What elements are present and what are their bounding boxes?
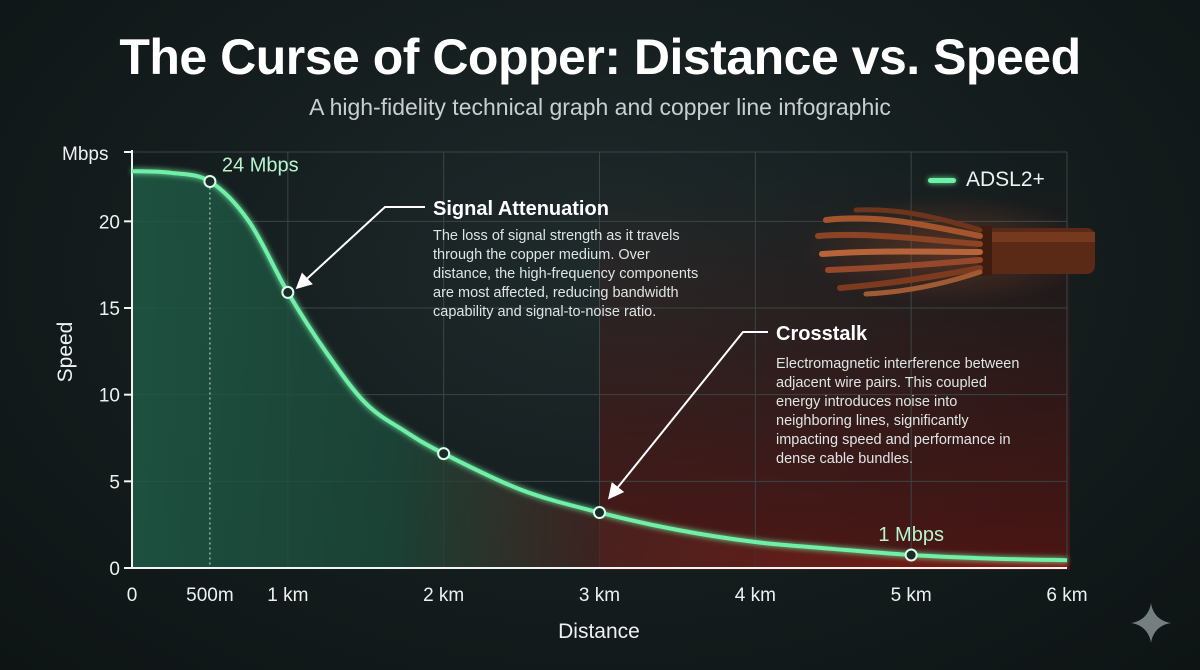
annotation-arrow-attenuation <box>295 206 425 290</box>
annotation-body-crosstalk-line-5: impacting speed and performance in <box>776 432 1011 448</box>
page-subtitle: A high-fidelity technical graph and copp… <box>309 94 891 120</box>
y-tick-labels: 0 5 10 15 20 <box>99 212 120 580</box>
copper-cable-illustration <box>800 195 1100 305</box>
annotation-body-crosstalk-line-1: Electromagnetic interference between <box>776 356 1019 372</box>
grid-lines <box>132 151 1068 568</box>
curve-marker <box>904 548 918 562</box>
y-tick-label: 10 <box>99 386 120 407</box>
legend-swatch-adsl <box>928 177 956 183</box>
annotation-body-attenuation-line-2: through the copper medium. Over <box>433 247 650 263</box>
axes <box>124 150 1067 569</box>
x-tick-label: 5 km <box>891 585 932 606</box>
y-tick-label: 20 <box>99 212 120 233</box>
curve-marker <box>437 447 451 461</box>
curve-marker <box>203 174 217 188</box>
annotation-body-attenuation-line-1: The loss of signal strength as it travel… <box>433 228 680 244</box>
annotation-body-crosstalk-line-6: dense cable bundles. <box>776 451 913 467</box>
page-title: The Curse of Copper: Distance vs. Speed <box>119 29 1081 85</box>
chart-legend: ADSL2+ <box>928 168 1045 192</box>
annotation-body-attenuation-line-5: capability and signal-to-noise ratio. <box>433 304 656 320</box>
x-tick-label: 500m <box>186 585 234 606</box>
sparkle-icon <box>1131 603 1171 643</box>
annotation-title-crosstalk: Crosstalk <box>776 323 868 345</box>
speed-area-fill <box>132 171 1067 569</box>
annotation-body-attenuation-line-4: are most affected, reducing bandwidth <box>433 285 679 301</box>
curve-marker <box>593 506 606 520</box>
x-tick-label: 1 km <box>267 585 308 606</box>
annotation-body-crosstalk-line-4: neighboring lines, significantly <box>776 413 969 429</box>
data-label-1-mbps: 1 Mbps <box>878 524 944 546</box>
y-tick-label: 5 <box>109 472 120 493</box>
annotation-body-crosstalk-line-2: adjacent wire pairs. This coupled <box>776 375 987 391</box>
x-tick-label: 4 km <box>735 585 776 606</box>
data-label-24-mbps: 24 Mbps <box>222 154 299 176</box>
curve-marker <box>281 285 295 299</box>
x-tick-label: 0 <box>127 585 138 606</box>
curve-markers <box>203 174 918 562</box>
annotation-arrow-crosstalk <box>607 331 768 500</box>
legend-label-adsl: ADSL2+ <box>966 168 1045 191</box>
annotation-title-attenuation: Signal Attenuation <box>433 198 609 220</box>
y-tick-label: 15 <box>99 299 120 320</box>
annotation-crosstalk: Crosstalk Electromagnetic interference b… <box>607 323 1019 500</box>
adsl-speed-curve <box>131 169 1068 563</box>
x-tick-label: 2 km <box>423 585 464 606</box>
y-unit-label: Mbps <box>62 144 108 165</box>
y-axis-label: Speed <box>54 322 77 383</box>
x-tick-labels: 0 500m 1 km 2 km 3 km 4 km 5 km 6 km <box>127 585 1088 606</box>
annotation-signal-attenuation: Signal Attenuation The loss of signal st… <box>295 198 698 320</box>
annotation-body-crosstalk-line-3: energy introduces noise into <box>776 394 957 410</box>
x-axis-label: Distance <box>558 620 640 643</box>
x-tick-label: 6 km <box>1046 585 1087 606</box>
annotation-body-attenuation-line-3: distance, the high-frequency components <box>433 266 698 282</box>
y-tick-label: 0 <box>109 559 120 580</box>
x-tick-label: 3 km <box>579 585 620 606</box>
